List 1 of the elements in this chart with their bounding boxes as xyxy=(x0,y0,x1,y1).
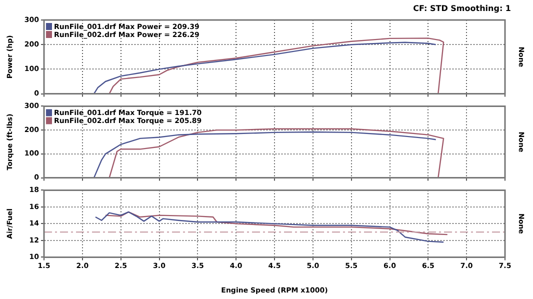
text: CF: STD Smoothing: 1 xyxy=(413,4,511,13)
